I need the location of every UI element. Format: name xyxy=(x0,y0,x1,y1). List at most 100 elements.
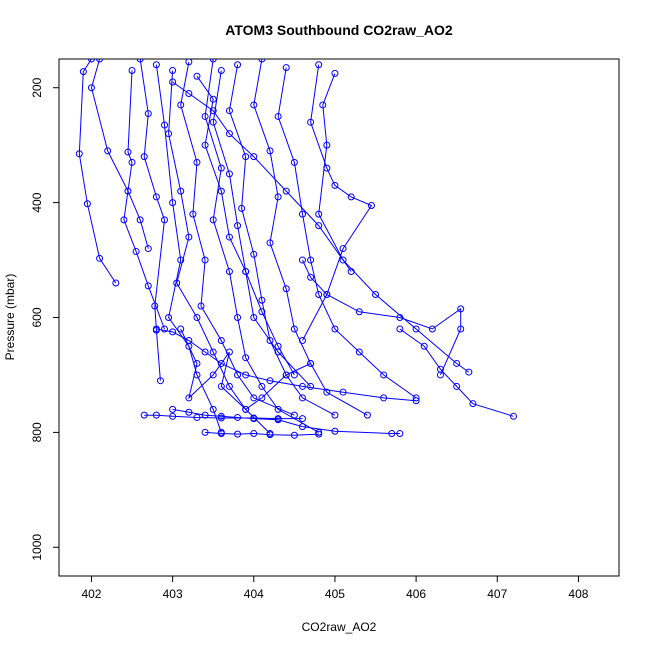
series-7 xyxy=(177,59,298,419)
series-21 xyxy=(209,66,298,379)
data-point xyxy=(266,239,274,247)
data-point xyxy=(274,405,282,413)
data-point xyxy=(161,216,169,224)
y-tick-label: 200 xyxy=(30,77,44,97)
data-point xyxy=(144,245,152,253)
data-point xyxy=(209,348,217,356)
data-point xyxy=(420,342,428,350)
data-point xyxy=(331,325,339,333)
data-point xyxy=(250,394,258,402)
data-point xyxy=(152,61,160,69)
data-point xyxy=(319,101,327,109)
data-point xyxy=(209,216,217,224)
series-14 xyxy=(298,256,465,379)
data-point xyxy=(225,233,233,241)
series-line xyxy=(277,67,417,399)
data-point xyxy=(298,210,306,218)
data-point xyxy=(104,147,112,155)
data-point xyxy=(217,359,225,367)
data-point xyxy=(258,394,266,402)
series-line xyxy=(399,328,514,417)
data-point xyxy=(315,210,323,218)
series-line xyxy=(172,408,400,434)
data-point xyxy=(217,382,225,390)
x-tick-label: 402 xyxy=(81,587,101,601)
x-tick-label: 403 xyxy=(163,587,183,601)
data-point xyxy=(250,153,258,161)
data-point xyxy=(242,268,250,276)
y-tick-label: 1000 xyxy=(30,534,44,561)
data-point xyxy=(367,201,375,209)
data-point xyxy=(161,121,169,129)
data-point xyxy=(234,61,242,69)
data-point xyxy=(75,150,83,158)
data-point xyxy=(347,193,355,201)
data-point xyxy=(193,413,201,421)
data-point xyxy=(469,400,477,408)
data-point xyxy=(169,405,177,413)
data-point xyxy=(136,59,144,63)
data-point xyxy=(209,95,217,103)
data-point xyxy=(177,256,185,264)
x-tick-label: 404 xyxy=(244,587,264,601)
series-15 xyxy=(396,325,517,420)
data-point xyxy=(201,141,209,149)
data-point xyxy=(225,268,233,276)
series-6 xyxy=(165,66,274,438)
series-20 xyxy=(193,72,315,390)
data-point xyxy=(323,388,331,396)
data-point xyxy=(290,325,298,333)
data-point xyxy=(315,222,323,230)
data-point xyxy=(298,256,306,264)
data-point xyxy=(201,428,209,436)
series-line xyxy=(318,73,470,373)
data-point xyxy=(128,158,136,166)
y-axis-label: Pressure (mbar) xyxy=(3,274,17,361)
data-point xyxy=(209,371,217,379)
series-line xyxy=(168,70,271,434)
data-point xyxy=(331,411,339,419)
y-tick-label: 400 xyxy=(30,192,44,212)
data-point xyxy=(250,250,258,258)
series-line xyxy=(139,59,166,381)
x-tick-label: 406 xyxy=(406,587,426,601)
data-point xyxy=(298,394,306,402)
data-point xyxy=(185,394,193,402)
series-line xyxy=(302,259,462,376)
data-point xyxy=(412,325,420,333)
data-point xyxy=(209,59,217,63)
data-point xyxy=(173,279,181,287)
data-point xyxy=(355,348,363,356)
series-5 xyxy=(152,61,225,436)
series-17 xyxy=(201,428,323,439)
data-point xyxy=(298,423,306,431)
data-point xyxy=(266,377,274,385)
data-point xyxy=(185,233,193,241)
series-8 xyxy=(201,59,323,436)
data-point xyxy=(209,107,217,115)
data-point xyxy=(363,411,371,419)
data-point xyxy=(258,382,266,390)
data-point xyxy=(315,291,323,299)
series-16 xyxy=(169,405,404,438)
data-point xyxy=(177,187,185,195)
data-point xyxy=(140,153,148,161)
data-point xyxy=(156,377,164,385)
data-point xyxy=(307,359,315,367)
data-point xyxy=(185,336,193,344)
x-tick-label: 407 xyxy=(487,587,507,601)
data-point xyxy=(258,296,266,304)
data-point xyxy=(274,112,282,120)
series-line xyxy=(78,59,117,284)
data-point xyxy=(201,112,209,120)
data-point xyxy=(298,382,306,390)
data-point xyxy=(274,193,282,201)
data-point xyxy=(185,59,193,66)
data-point xyxy=(282,285,290,293)
data-point xyxy=(323,291,331,299)
data-point xyxy=(217,336,225,344)
data-point xyxy=(380,371,388,379)
data-point xyxy=(509,412,517,420)
data-point xyxy=(201,348,209,356)
